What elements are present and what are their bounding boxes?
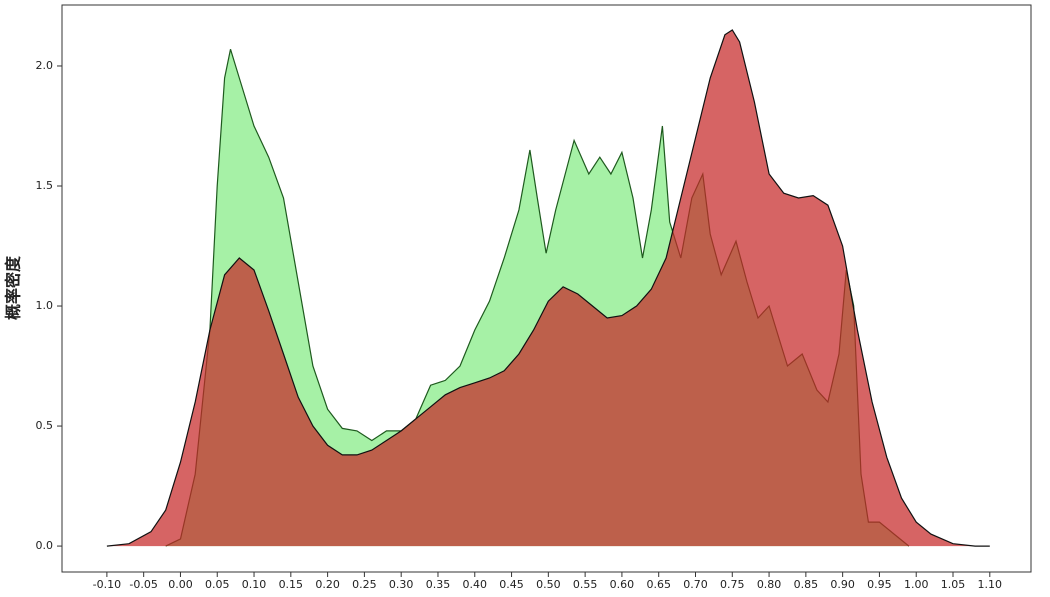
x-tick-label: 0.20 [315, 578, 340, 591]
density-line [106, 29, 990, 547]
x-tick-label: 0.70 [683, 578, 708, 591]
x-tick-label: 0.30 [389, 578, 414, 591]
x-tick-label: 0.15 [279, 578, 304, 591]
y-tick-label: 0.5 [36, 419, 54, 432]
x-tick-label: 0.80 [757, 578, 782, 591]
x-tick-label: 0.25 [352, 578, 377, 591]
x-tick-label: 0.75 [720, 578, 745, 591]
y-tick-label: 1.5 [36, 179, 54, 192]
x-tick-label: -0.10 [93, 578, 121, 591]
density-area [106, 30, 990, 547]
x-tick-label: 0.00 [168, 578, 193, 591]
y-tick-label: 0.0 [36, 539, 54, 552]
x-tick-label: 0.40 [463, 578, 488, 591]
x-tick-label: 0.35 [426, 578, 451, 591]
x-tick-label: 0.60 [610, 578, 635, 591]
y-tick-label: 1.0 [36, 299, 54, 312]
x-tick-label: -0.05 [129, 578, 157, 591]
x-tick-label: 0.65 [646, 578, 671, 591]
y-axis-label: 概率密度 [4, 255, 23, 320]
x-tick-label: 1.00 [904, 578, 929, 591]
x-tick-label: 0.50 [536, 578, 561, 591]
x-tick-label: 0.85 [794, 578, 819, 591]
x-tick-label: 0.45 [499, 578, 524, 591]
y-tick-label: 2.0 [36, 59, 54, 72]
x-tick-label: 0.95 [867, 578, 892, 591]
x-tick-label: 1.10 [978, 578, 1003, 591]
x-tick-label: 0.90 [830, 578, 855, 591]
x-tick-label: 0.10 [242, 578, 267, 591]
x-tick-label: 1.05 [941, 578, 966, 591]
x-tick-label: 0.55 [573, 578, 598, 591]
x-tick-label: 0.05 [205, 578, 230, 591]
plot-frame [61, 4, 1032, 573]
